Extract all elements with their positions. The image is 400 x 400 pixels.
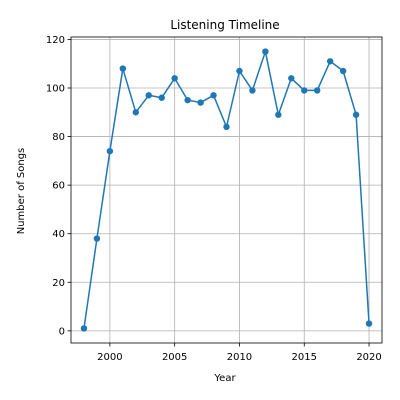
y-tick-label: 60 (52, 181, 65, 192)
data-point (314, 87, 321, 94)
data-point (93, 235, 101, 242)
data-point (326, 58, 334, 65)
data-point (145, 92, 152, 99)
x-tick-label: 2000 (97, 352, 122, 363)
y-tick-label: 0 (59, 326, 65, 337)
x-tick-layer: 2000 2005 2010 2015 2020 (97, 343, 382, 363)
data-point (352, 111, 360, 118)
data-point (158, 94, 165, 101)
grid-layer (71, 37, 382, 343)
data-point (288, 75, 295, 82)
chart-title: Listening Timeline (170, 18, 279, 32)
data-point (262, 48, 269, 55)
data-point (339, 67, 347, 75)
data-point (119, 65, 127, 72)
data-point (184, 96, 191, 104)
y-tick-label: 80 (52, 132, 65, 143)
series-layer (80, 48, 373, 332)
plot-frame (70, 36, 383, 344)
y-tick-label: 40 (52, 229, 65, 240)
x-axis-label: Year (213, 373, 236, 384)
y-axis-label: Number of Songs (16, 148, 27, 235)
x-tick-label: 2010 (227, 352, 252, 363)
y-tick-label: 100 (46, 84, 65, 95)
x-tick-label: 2020 (356, 352, 381, 363)
x-tick-label: 2015 (292, 352, 317, 363)
x-tick-label: 2005 (162, 352, 187, 363)
data-point (249, 87, 256, 94)
data-point (365, 320, 373, 327)
data-point (171, 75, 178, 82)
data-point (80, 325, 88, 332)
data-point (132, 109, 139, 116)
y-tick-label: 20 (52, 278, 65, 289)
data-point (197, 99, 204, 106)
data-point (106, 147, 114, 155)
data-point (210, 92, 217, 99)
data-point (236, 67, 243, 75)
data-point (275, 111, 282, 118)
data-point (223, 123, 230, 131)
y-tick-layer: 0 20 40 60 80 100 120 (46, 35, 71, 337)
y-tick-label: 120 (46, 35, 65, 46)
data-point (301, 87, 308, 94)
